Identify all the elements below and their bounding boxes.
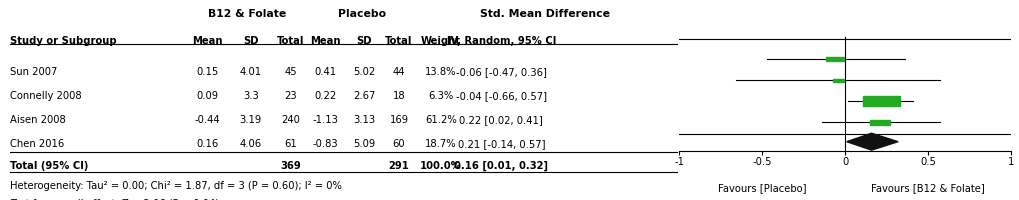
Text: Study or Subgroup: Study or Subgroup: [10, 36, 117, 46]
Text: 61.2%: 61.2%: [425, 115, 457, 125]
Text: IV, Random, 95% CI: IV, Random, 95% CI: [446, 36, 555, 46]
Text: 18.7%: 18.7%: [425, 139, 457, 149]
Text: 61: 61: [284, 139, 297, 149]
Text: Aisen 2008: Aisen 2008: [10, 115, 66, 125]
Text: 5.09: 5.09: [353, 139, 375, 149]
Bar: [825, 57, 843, 61]
Text: 18: 18: [392, 91, 405, 101]
Text: 4.01: 4.01: [239, 67, 262, 77]
Text: 100.0%: 100.0%: [420, 161, 462, 171]
Text: -1.13: -1.13: [312, 115, 338, 125]
Polygon shape: [846, 133, 898, 150]
Text: 0.09: 0.09: [196, 91, 218, 101]
Text: -0.83: -0.83: [313, 139, 338, 149]
Text: 0.15: 0.15: [196, 67, 218, 77]
Text: 369: 369: [280, 161, 301, 171]
Text: 3.3: 3.3: [243, 91, 259, 101]
Bar: [862, 96, 899, 106]
Text: 0.21 [-0.14, 0.57]: 0.21 [-0.14, 0.57]: [458, 139, 544, 149]
Bar: [832, 79, 844, 82]
Text: -0.04 [-0.66, 0.57]: -0.04 [-0.66, 0.57]: [455, 91, 546, 101]
Text: Favours [Placebo]: Favours [Placebo]: [717, 183, 806, 193]
Text: 0.16 [0.01, 0.32]: 0.16 [0.01, 0.32]: [453, 161, 548, 171]
Text: 291: 291: [388, 161, 409, 171]
Text: SD: SD: [357, 36, 372, 46]
Text: Mean: Mean: [192, 36, 222, 46]
Text: 4.06: 4.06: [239, 139, 262, 149]
Text: 45: 45: [284, 67, 297, 77]
Text: Total: Total: [385, 36, 413, 46]
Text: 44: 44: [392, 67, 405, 77]
Text: B12 & Folate: B12 & Folate: [208, 9, 286, 19]
Text: 240: 240: [281, 115, 300, 125]
Text: 23: 23: [284, 91, 297, 101]
Text: 0.22 [0.02, 0.41]: 0.22 [0.02, 0.41]: [459, 115, 542, 125]
Text: Heterogeneity: Tau² = 0.00; Chi² = 1.87, df = 3 (P = 0.60); I² = 0%: Heterogeneity: Tau² = 0.00; Chi² = 1.87,…: [10, 181, 341, 191]
Text: 0.41: 0.41: [314, 67, 336, 77]
Text: SD: SD: [243, 36, 258, 46]
Bar: [869, 120, 890, 125]
Text: 3.19: 3.19: [239, 115, 262, 125]
Text: Total (95% CI): Total (95% CI): [10, 161, 89, 171]
Text: Mean: Mean: [310, 36, 340, 46]
Text: Std. Mean Difference: Std. Mean Difference: [479, 9, 609, 19]
Text: 60: 60: [392, 139, 405, 149]
Text: -0.44: -0.44: [195, 115, 220, 125]
Text: 5.02: 5.02: [353, 67, 375, 77]
Text: 0.22: 0.22: [314, 91, 336, 101]
Text: Test for overall effect: Z = 2.06 (P = 0.04): Test for overall effect: Z = 2.06 (P = 0…: [10, 199, 219, 200]
Text: Placebo: Placebo: [338, 9, 386, 19]
Text: Connelly 2008: Connelly 2008: [10, 91, 82, 101]
Text: 3.13: 3.13: [353, 115, 375, 125]
Text: 13.8%: 13.8%: [425, 67, 457, 77]
Text: 169: 169: [389, 115, 409, 125]
Text: Chen 2016: Chen 2016: [10, 139, 64, 149]
Text: Favours [B12 & Folate]: Favours [B12 & Folate]: [870, 183, 984, 193]
Text: -0.06 [-0.47, 0.36]: -0.06 [-0.47, 0.36]: [455, 67, 546, 77]
Text: 0.16: 0.16: [196, 139, 218, 149]
Text: 2.67: 2.67: [353, 91, 375, 101]
Text: Sun 2007: Sun 2007: [10, 67, 57, 77]
Text: Total: Total: [277, 36, 305, 46]
Text: Weight: Weight: [421, 36, 461, 46]
Text: 6.3%: 6.3%: [428, 91, 453, 101]
